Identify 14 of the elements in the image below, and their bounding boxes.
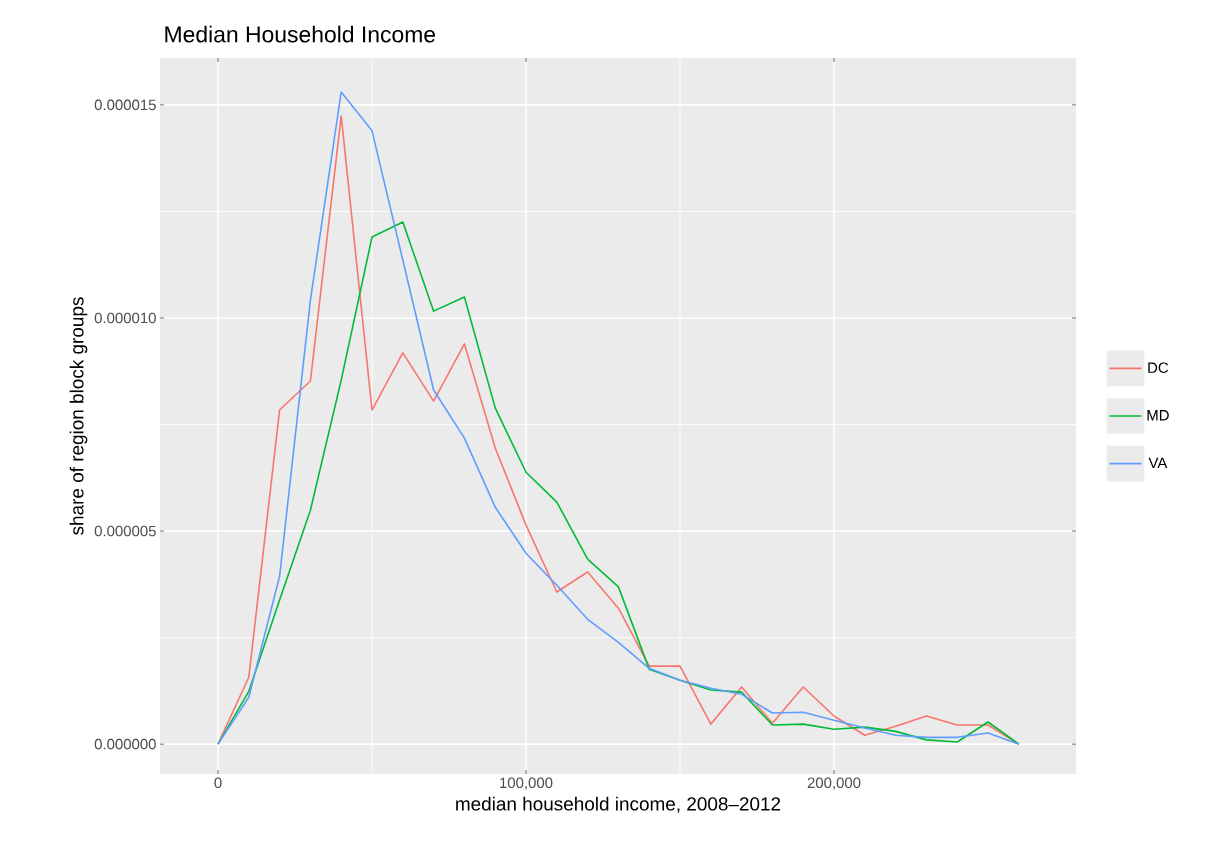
legend-label: VA [1148,457,1168,468]
line-series [217,221,1020,745]
x-tick-label: 100,000 [500,777,553,790]
y-tick-label: 0.000015 [94,99,156,111]
chart-title: Median Household Income [165,25,436,43]
x-axis-title: median household income, 2008–2012 [456,796,781,813]
legend-label: MD [1147,410,1169,421]
y-tick-label: 0.000010 [94,312,156,324]
y-axis-title: share of region block groups [69,297,88,535]
legend-label: DC [1148,362,1169,373]
x-tick-label: 0 [214,777,222,789]
x-tick-label: 200,000 [807,777,861,790]
y-tick-label: 0.000005 [94,525,156,537]
y-tick-label: 0.000000 [94,738,156,750]
